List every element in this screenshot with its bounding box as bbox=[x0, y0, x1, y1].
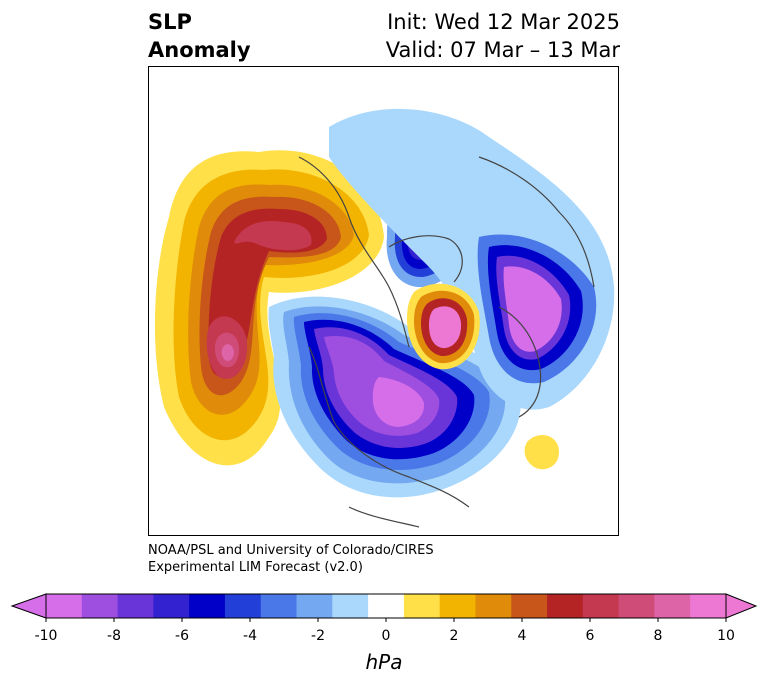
colorbar-swatch bbox=[332, 594, 369, 618]
colorbar-tick-label: 0 bbox=[381, 628, 391, 644]
colorbar-swatch bbox=[189, 594, 226, 618]
forecast-dates: Init: Wed 12 Mar 2025 Valid: 07 Mar – 13… bbox=[386, 8, 620, 64]
colorbar-swatch bbox=[403, 594, 441, 618]
colorbar-swatch bbox=[511, 594, 548, 618]
colorbar-swatch bbox=[117, 594, 154, 618]
colorbar-swatch bbox=[475, 594, 512, 618]
negative-anomaly-north-america bbox=[268, 296, 521, 498]
negative-anomaly-eurasia bbox=[329, 108, 615, 410]
colorbar-swatch bbox=[153, 594, 190, 618]
title-variable: SLP bbox=[148, 10, 192, 34]
colorbar-swatch bbox=[368, 594, 405, 618]
credit-text: NOAA/PSL and University of Colorado/CIRE… bbox=[148, 542, 434, 576]
positive-anomaly-pacific bbox=[154, 150, 384, 466]
anomaly-map bbox=[154, 108, 615, 528]
colorbar-tick-label: 10 bbox=[717, 628, 735, 644]
colorbar-tick-label: -8 bbox=[107, 628, 121, 644]
colorbar-swatch bbox=[439, 594, 476, 618]
colorbar-tick-label: 6 bbox=[585, 628, 595, 644]
colorbar-tick-label: -6 bbox=[175, 628, 189, 644]
colorbar-swatch bbox=[618, 594, 655, 618]
colorbar-swatch bbox=[582, 594, 620, 618]
positive-anomaly-atlantic bbox=[407, 283, 480, 370]
colorbar-swatch bbox=[81, 594, 119, 618]
colorbar-units: hPa bbox=[365, 650, 403, 674]
colorbar-extend-low bbox=[10, 593, 47, 619]
positive-anomaly-asia bbox=[524, 434, 559, 470]
credit-line1: NOAA/PSL and University of Colorado/CIRE… bbox=[148, 543, 434, 558]
colorbar-extend-high bbox=[725, 593, 758, 619]
colorbar-tick-label: -2 bbox=[311, 628, 325, 644]
valid-range: Valid: 07 Mar – 13 Mar bbox=[385, 38, 620, 62]
init-date: Init: Wed 12 Mar 2025 bbox=[387, 10, 620, 34]
colorbar-swatch bbox=[654, 594, 691, 618]
colorbar-ticks: -10 -8 -6 -4 -2 0 2 4 6 8 10 bbox=[0, 628, 768, 648]
colorbar-swatch bbox=[46, 594, 83, 618]
map-title: SLP Anomaly bbox=[148, 8, 251, 64]
title-anomaly: Anomaly bbox=[148, 38, 251, 62]
colorbar-tick-label: 4 bbox=[517, 628, 527, 644]
credit-line2: Experimental LIM Forecast (v2.0) bbox=[148, 560, 363, 575]
colorbar-tick-label: 2 bbox=[449, 628, 459, 644]
colorbar-tick-label: 8 bbox=[653, 628, 663, 644]
colorbar-swatch bbox=[690, 594, 727, 618]
coastlines bbox=[298, 156, 595, 528]
colorbar bbox=[10, 593, 758, 622]
colorbar-swatch bbox=[296, 594, 333, 618]
map-panel bbox=[148, 66, 619, 536]
colorbar-tick-label: -4 bbox=[243, 628, 257, 644]
colorbar-swatch bbox=[547, 594, 584, 618]
colorbar-swatch bbox=[224, 594, 262, 618]
colorbar-swatch bbox=[260, 594, 298, 618]
colorbar-tick-label: -10 bbox=[34, 628, 58, 644]
